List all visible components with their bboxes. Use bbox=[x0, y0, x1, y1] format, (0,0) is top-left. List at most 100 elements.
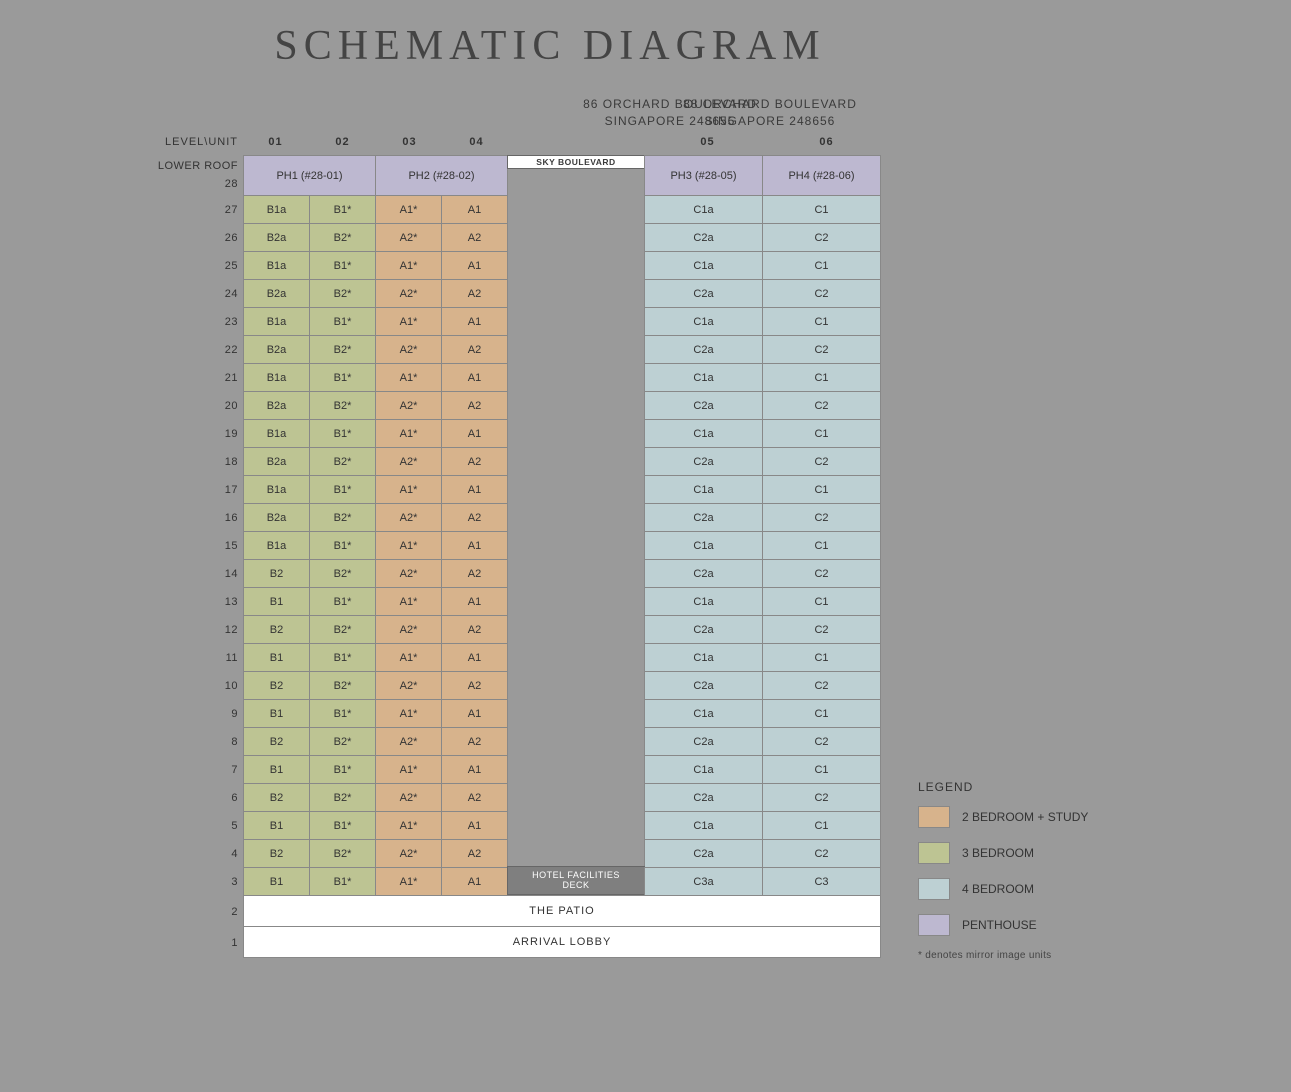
unit-cell-03: A2* bbox=[375, 503, 442, 532]
unit-cell-05: C1a bbox=[644, 587, 763, 616]
unit-cell-02: B2* bbox=[309, 671, 376, 700]
unit-cell-01: B1 bbox=[243, 867, 310, 896]
unit-cell-02: B2* bbox=[309, 615, 376, 644]
unit-cell-02: B1* bbox=[309, 867, 376, 896]
unit-cell-01: B2 bbox=[243, 671, 310, 700]
unit-cell-03: A2* bbox=[375, 839, 442, 868]
level-label: 27 bbox=[150, 196, 244, 224]
level-row: 19B1aB1*A1*A1C1aC1 bbox=[150, 420, 881, 448]
unit-cell-05: C2a bbox=[644, 223, 763, 252]
unit-cell-04: A1 bbox=[441, 699, 508, 728]
gap-col bbox=[507, 755, 645, 784]
unit-cell-02: B1* bbox=[309, 475, 376, 504]
unit-cell-06: C1 bbox=[762, 755, 881, 784]
unit-cell-05: C1a bbox=[644, 531, 763, 560]
level-row: 25B1aB1*A1*A1C1aC1 bbox=[150, 252, 881, 280]
gap-col bbox=[507, 475, 645, 504]
unit-cell-05: C1a bbox=[644, 475, 763, 504]
unit-cell-03: A2* bbox=[375, 783, 442, 812]
level-row: 17B1aB1*A1*A1C1aC1 bbox=[150, 476, 881, 504]
amenity-label: THE PATIO bbox=[243, 895, 881, 927]
unit-grid: LOWER ROOF 28 PH1 (#28-01) PH2 (#28-02) … bbox=[150, 156, 881, 958]
unit-cell-02: B1* bbox=[309, 531, 376, 560]
gap-col bbox=[507, 839, 645, 868]
gap-col bbox=[507, 447, 645, 476]
level-label: 5 bbox=[150, 812, 244, 840]
level-row: 18B2aB2*A2*A2C2aC2 bbox=[150, 448, 881, 476]
level-label: 17 bbox=[150, 476, 244, 504]
level-label: 23 bbox=[150, 308, 244, 336]
unit-cell-02: B2* bbox=[309, 727, 376, 756]
unit-cell-03: A2* bbox=[375, 727, 442, 756]
level-row: 26B2aB2*A2*A2C2aC2 bbox=[150, 224, 881, 252]
level-row: 16B2aB2*A2*A2C2aC2 bbox=[150, 504, 881, 532]
unit-cell-05: C1a bbox=[644, 195, 763, 224]
unit-cell-06: C1 bbox=[762, 643, 881, 672]
unit-cell-03: A2* bbox=[375, 615, 442, 644]
unit-cell-01: B1a bbox=[243, 195, 310, 224]
unit-cell-02: B1* bbox=[309, 307, 376, 336]
unit-cell-01: B1 bbox=[243, 755, 310, 784]
schematic-diagram-page: SCHEMATIC DIAGRAM 86 ORCHARD BOULEVARD S… bbox=[0, 0, 1291, 1092]
gap-col bbox=[507, 223, 645, 252]
unit-cell-01: B1a bbox=[243, 363, 310, 392]
unit-cell-05: C1a bbox=[644, 307, 763, 336]
unit-cell-06: C1 bbox=[762, 699, 881, 728]
level-row: 23B1aB1*A1*A1C1aC1 bbox=[150, 308, 881, 336]
level-row: 24B2aB2*A2*A2C2aC2 bbox=[150, 280, 881, 308]
unit-cell-02: B2* bbox=[309, 391, 376, 420]
unit-cell-06: C2 bbox=[762, 615, 881, 644]
unit-cell-03: A1* bbox=[375, 419, 442, 448]
unit-cell-03: A1* bbox=[375, 811, 442, 840]
unit-cell-04: A1 bbox=[441, 195, 508, 224]
unit-cell-03: A1* bbox=[375, 307, 442, 336]
level-row: 8B2B2*A2*A2C2aC2 bbox=[150, 728, 881, 756]
unit-cell-06: C1 bbox=[762, 811, 881, 840]
gap-col bbox=[507, 643, 645, 672]
unit-cell-03: A2* bbox=[375, 447, 442, 476]
unit-cell-01: B1a bbox=[243, 475, 310, 504]
level-label: 3 bbox=[150, 868, 244, 896]
gap-col bbox=[507, 783, 645, 812]
level-unit-label: LEVEL\UNIT bbox=[150, 136, 242, 148]
unit-cell-05: C2a bbox=[644, 503, 763, 532]
unit-cell-05: C1a bbox=[644, 643, 763, 672]
unit-cell-06: C2 bbox=[762, 503, 881, 532]
level-label: 6 bbox=[150, 784, 244, 812]
col-header-02: 02 bbox=[309, 136, 376, 148]
unit-cell-03: A1* bbox=[375, 195, 442, 224]
unit-cell-06: C2 bbox=[762, 279, 881, 308]
unit-cell-04: A1 bbox=[441, 307, 508, 336]
gap-col bbox=[507, 531, 645, 560]
unit-cell-04: A2 bbox=[441, 671, 508, 700]
unit-ph1: PH1 (#28-01) bbox=[243, 155, 376, 196]
unit-cell-01: B1a bbox=[243, 307, 310, 336]
level-label: 18 bbox=[150, 448, 244, 476]
address-right-line2: SINGAPORE 248656 bbox=[650, 113, 890, 130]
level-row: 10B2B2*A2*A2C2aC2 bbox=[150, 672, 881, 700]
unit-cell-03: A1* bbox=[375, 531, 442, 560]
unit-cell-06: C2 bbox=[762, 727, 881, 756]
unit-cell-06: C2 bbox=[762, 783, 881, 812]
unit-cell-06: C1 bbox=[762, 251, 881, 280]
unit-cell-02: B1* bbox=[309, 587, 376, 616]
level-label: 24 bbox=[150, 280, 244, 308]
unit-cell-03: A2* bbox=[375, 279, 442, 308]
col-header-03: 03 bbox=[376, 136, 443, 148]
legend-title: LEGEND bbox=[918, 780, 1088, 794]
gap-col bbox=[507, 419, 645, 448]
level-row: 13B1B1*A1*A1C1aC1 bbox=[150, 588, 881, 616]
unit-cell-01: B1 bbox=[243, 811, 310, 840]
unit-cell-03: A1* bbox=[375, 363, 442, 392]
unit-cell-06: C1 bbox=[762, 363, 881, 392]
ph-level-upper: LOWER ROOF bbox=[158, 158, 238, 176]
unit-cell-02: B1* bbox=[309, 699, 376, 728]
unit-cell-02: B2* bbox=[309, 783, 376, 812]
unit-cell-06: C2 bbox=[762, 223, 881, 252]
level-label: 13 bbox=[150, 588, 244, 616]
unit-cell-06: C1 bbox=[762, 475, 881, 504]
unit-ph3: PH3 (#28-05) bbox=[644, 155, 763, 196]
unit-cell-03: A1* bbox=[375, 699, 442, 728]
unit-cell-03: A2* bbox=[375, 391, 442, 420]
unit-cell-01: B2a bbox=[243, 503, 310, 532]
